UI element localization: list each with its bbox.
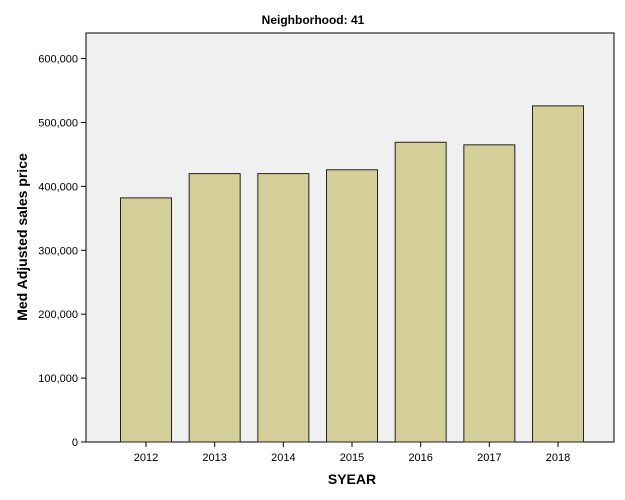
bar-2017 <box>463 144 516 443</box>
y-tick-label: 200,000 <box>38 309 78 321</box>
y-axis: 0 100,000 200,000 300,000 400,000 500,000 600,… <box>38 54 86 449</box>
x-tick-label: 2015 <box>340 452 364 464</box>
y-tick-label: 600,000 <box>38 54 78 66</box>
y-tick-label: 400,000 <box>38 181 78 193</box>
x-tick-label: 2016 <box>408 452 432 464</box>
bars-group <box>120 105 585 443</box>
bar-2016 <box>394 141 447 443</box>
y-axis-label: Med Adjusted sales price <box>14 153 30 321</box>
bar-2018 <box>532 105 585 443</box>
x-tick-label: 2014 <box>271 452 295 464</box>
y-tick-label: 0 <box>72 437 78 449</box>
x-axis: 2012 2013 2014 2015 2016 2017 2018 <box>134 442 570 464</box>
y-tick-label: 300,000 <box>38 245 78 257</box>
x-tick-label: 2013 <box>202 452 226 464</box>
x-tick-label: 2018 <box>546 452 570 464</box>
x-axis-label: SYEAR <box>328 471 376 487</box>
chart-title: Neighborhood: 41 <box>262 13 365 27</box>
x-tick-label: 2017 <box>477 452 501 464</box>
y-tick-label: 500,000 <box>38 117 78 129</box>
x-tick-label: 2012 <box>134 452 158 464</box>
bar-2014 <box>257 173 310 443</box>
bar-2015 <box>326 169 379 443</box>
bar-2013 <box>188 173 241 443</box>
bar-2012 <box>120 197 172 443</box>
y-tick-label: 100,000 <box>38 373 78 385</box>
